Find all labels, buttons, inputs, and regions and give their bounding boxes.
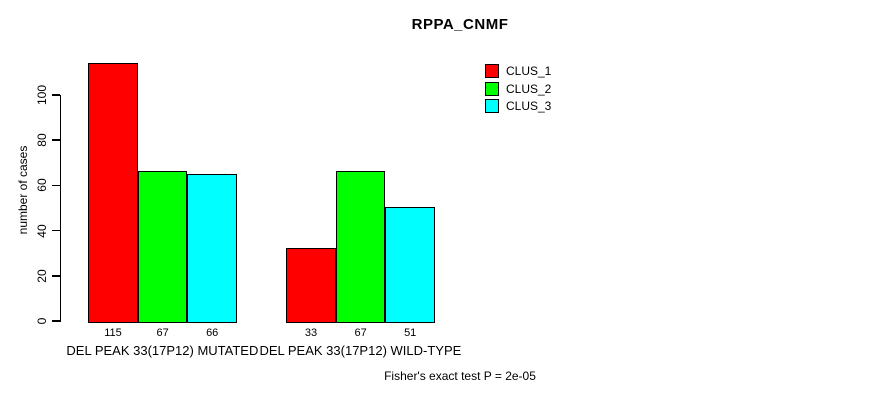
y-tick	[52, 275, 60, 277]
legend-item-clus_2: CLUS_2	[485, 81, 552, 96]
y-axis-line	[59, 95, 61, 322]
bar-value-label: 67	[156, 327, 169, 339]
y-axis-title: number of cases	[16, 145, 30, 235]
y-tick	[52, 94, 60, 96]
y-tick-label: 0	[35, 317, 49, 325]
bar-clus_3-group1	[187, 173, 237, 323]
bar-clus_1-group1	[88, 62, 138, 323]
bar-value-label: 67	[354, 327, 367, 339]
legend-item-clus_1: CLUS_1	[485, 64, 551, 78]
y-tick-label: 80	[35, 133, 49, 147]
legend-swatch	[485, 99, 499, 113]
y-tick	[52, 184, 60, 187]
bar-clus_1-group2	[286, 248, 336, 323]
y-tick	[52, 320, 60, 322]
y-tick-label: 40	[35, 223, 49, 238]
bar-clus_2-group2	[335, 171, 386, 323]
bar-value-label: 66	[206, 327, 219, 339]
legend-swatch	[485, 64, 499, 78]
legend-item-clus_3: CLUS_3	[485, 99, 551, 113]
bar-value-label: 115	[104, 327, 122, 339]
y-tick-label: 100	[35, 84, 49, 106]
category-label: DEL PEAK 33(17P12) WILD-TYPE	[259, 343, 462, 358]
y-tick-label: 20	[35, 269, 49, 283]
chart-title: RPPA_CNMF	[411, 16, 509, 33]
legend-label: CLUS_2	[506, 81, 552, 96]
legend: CLUS_1 CLUS_2 CLUS_3	[485, 64, 551, 113]
bar-value-label: 51	[404, 327, 417, 339]
legend-swatch	[485, 81, 499, 96]
y-tick	[52, 229, 60, 232]
bar-clus_3-group2	[385, 207, 435, 323]
fisher-test-note: Fisher's exact test P = 2e-05	[384, 369, 536, 383]
y-tick-label: 60	[35, 178, 49, 193]
y-tick	[52, 139, 60, 141]
legend-label: CLUS_1	[506, 64, 552, 78]
bar-clus_2-group1	[137, 171, 188, 323]
bar-value-label: 33	[304, 327, 318, 339]
category-label: DEL PEAK 33(17P12) MUTATED	[66, 343, 259, 358]
legend-label: CLUS_3	[506, 99, 552, 113]
